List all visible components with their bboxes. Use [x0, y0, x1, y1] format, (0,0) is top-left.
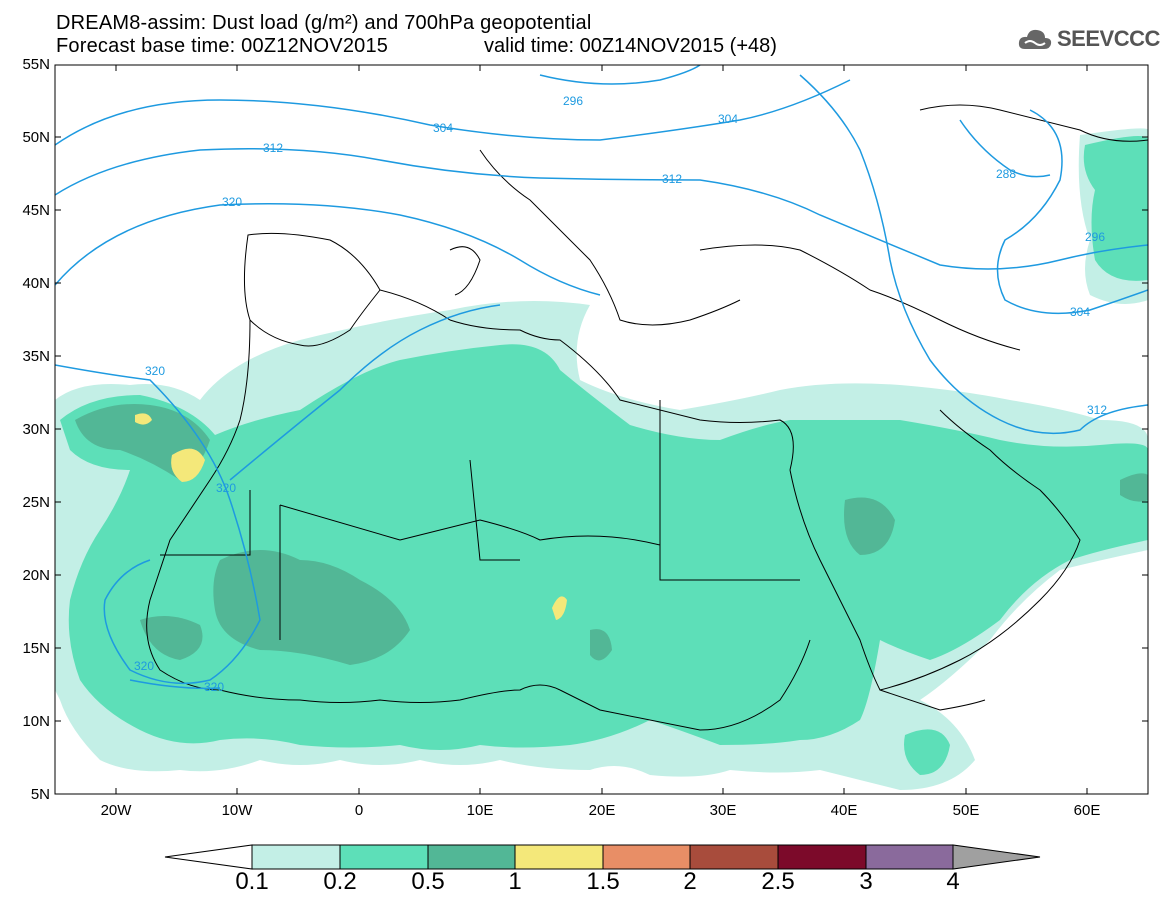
colorbar-label: 1: [508, 868, 522, 895]
lon-label: 20W: [100, 802, 132, 819]
lat-label: 35N: [22, 348, 50, 365]
contour-label: 320: [222, 195, 242, 209]
colorbar-under-arrow: [164, 844, 253, 870]
colorbar-label: 3: [859, 868, 873, 895]
colorbar-swatch: [251, 844, 341, 870]
lat-label: 45N: [22, 202, 50, 219]
contour-label: 320: [216, 481, 236, 495]
valid-time: valid time: 00Z14NOV2015 (+48): [484, 35, 777, 57]
lat-label: 55N: [22, 56, 50, 73]
colorbar-label: 2: [683, 868, 697, 895]
lat-label: 30N: [22, 421, 50, 438]
lat-label: 10N: [22, 713, 50, 730]
lat-label: 5N: [30, 786, 50, 803]
lon-label: 0: [354, 802, 364, 819]
contour-label: 320: [145, 364, 165, 378]
contour-label: 320: [204, 680, 224, 694]
lat-label: 50N: [22, 129, 50, 146]
colorbar-swatch: [689, 844, 779, 870]
lat-label: 15N: [22, 640, 50, 657]
land-outline: [146, 104, 1148, 731]
lat-label: 25N: [22, 494, 50, 511]
contour-label: 312: [263, 141, 283, 155]
map-title: DREAM8-assim: Dust load (g/m²) and 700hP…: [56, 12, 592, 34]
contour-label-group: 296 304 312 320 288 296 304 312 320 320 …: [134, 94, 1107, 694]
geopotential-contours: [55, 65, 1148, 690]
cloud-icon: [1018, 29, 1052, 49]
colorbar-swatch: [865, 844, 954, 870]
lon-ticks: [115, 65, 1088, 794]
colorbar: [164, 844, 1041, 870]
lat-ticks: [55, 136, 1148, 722]
colorbar-swatch: [602, 844, 691, 870]
colorbar-label: 4: [946, 868, 960, 895]
colorbar-label: 0.2: [323, 868, 357, 895]
colorbar-label: 2.5: [761, 868, 795, 895]
contour-label: 312: [662, 172, 682, 186]
lon-label: 40E: [830, 802, 858, 819]
colorbar-swatch: [777, 844, 867, 870]
seevccc-logo: SEEVCCC: [1017, 24, 1160, 54]
base-time: Forecast base time: 00Z12NOV2015: [56, 35, 389, 57]
colorbar-label: 0.1: [235, 868, 269, 895]
lon-label: 10E: [466, 802, 494, 819]
colorbar-swatch: [427, 844, 516, 870]
dust-level-1: [135, 413, 567, 620]
lat-label: 40N: [22, 275, 50, 292]
contour-label: 312: [1087, 403, 1107, 417]
contour-label: 320: [134, 659, 154, 673]
contour-label: 304: [433, 121, 453, 135]
colorbar-swatch: [514, 844, 604, 870]
contour-label: 296: [1085, 230, 1105, 244]
map-area: 296 304 312 320 288 296 304 312 320 320 …: [55, 65, 1148, 794]
lon-label: 20E: [588, 802, 616, 819]
colorbar-label: 0.5: [411, 868, 445, 895]
logo-text: SEEVCCC: [1057, 26, 1160, 51]
lon-label: 50E: [952, 802, 980, 819]
colorbar-over-arrow: [952, 844, 1041, 870]
colorbar-swatch: [339, 844, 429, 870]
lon-label: 30E: [709, 802, 737, 819]
contour-label: 288: [996, 167, 1016, 181]
contour-label: 296: [563, 94, 583, 108]
colorbar-label: 1.5: [586, 868, 620, 895]
lon-label: 60E: [1073, 802, 1101, 819]
lon-label: 10W: [221, 802, 253, 819]
contour-label: 304: [718, 112, 738, 126]
contour-label: 304: [1070, 305, 1090, 319]
lat-label: 20N: [22, 567, 50, 584]
